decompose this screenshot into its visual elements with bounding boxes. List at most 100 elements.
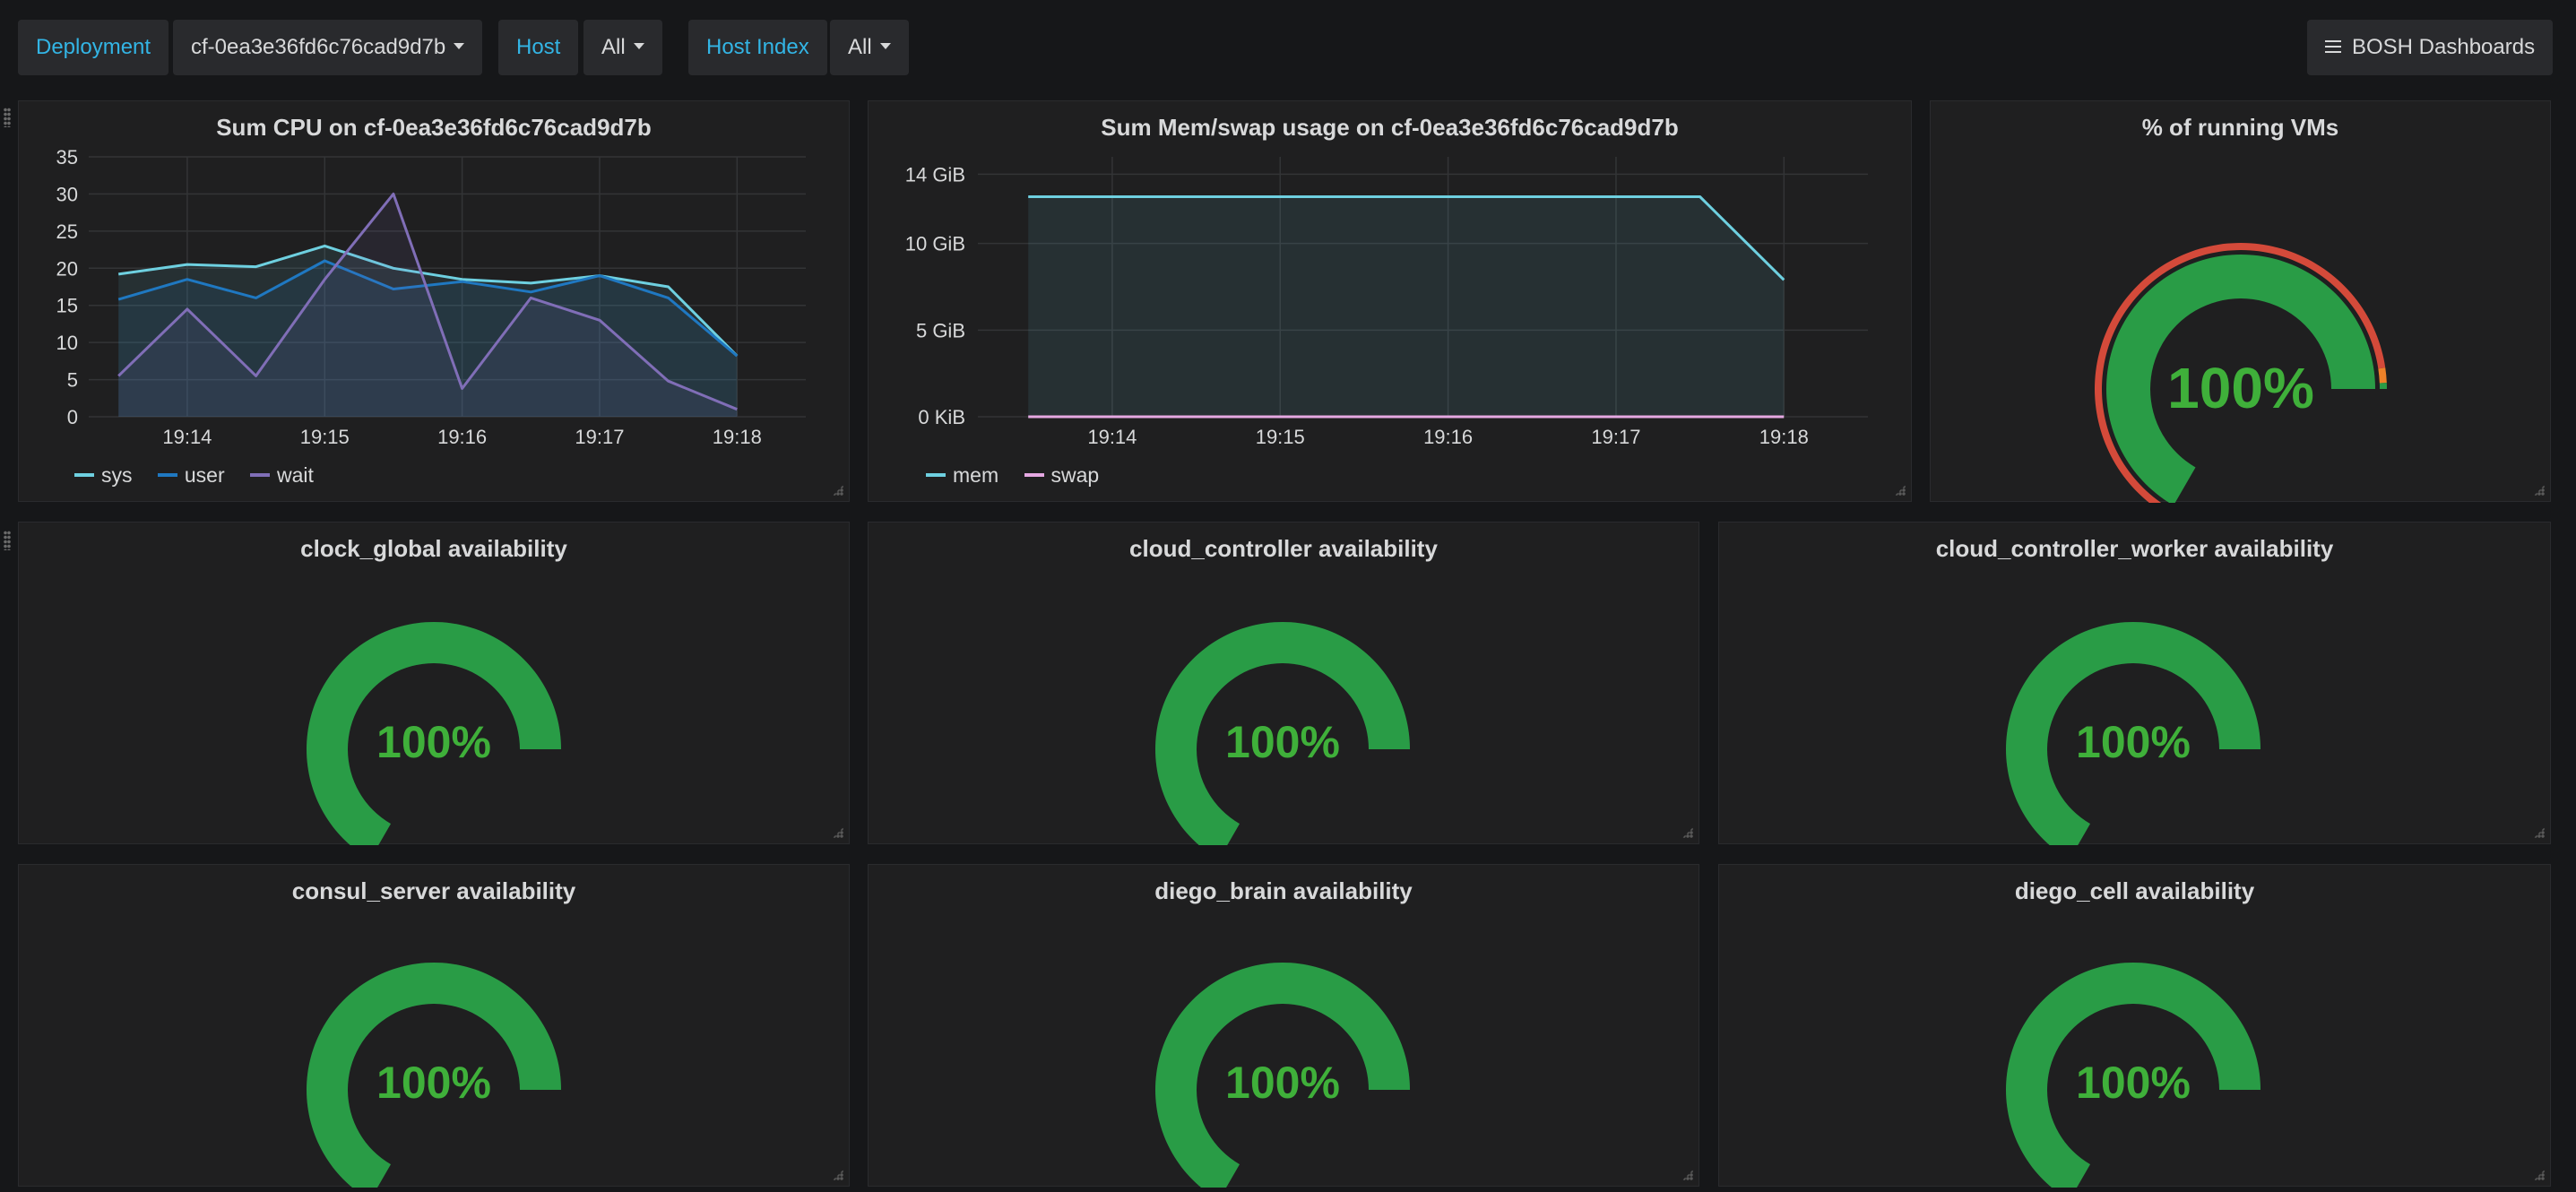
gauge-panel[interactable]: diego_brain availability 100% [868, 864, 1699, 1188]
gauge-panel[interactable]: clock_global availability 100% [18, 522, 850, 845]
panel-title[interactable]: diego_cell availability [2014, 877, 2255, 904]
panel-title[interactable]: Sum CPU on cf-0ea3e36fd6c76cad9d7b [216, 114, 652, 141]
deployment-dropdown[interactable]: cf-0ea3e36fd6c76cad9d7b [173, 20, 483, 75]
y-tick-label: 0 KiB [918, 406, 965, 428]
legend-label: user [184, 463, 225, 487]
gauge-value: 100% [2076, 717, 2191, 767]
x-tick-label: 19:17 [1591, 426, 1640, 448]
gauge-chart: 100% [1155, 963, 1410, 1188]
legend-item-user[interactable]: user [157, 463, 225, 487]
gauge-fill [307, 622, 561, 845]
x-tick-label: 19:16 [437, 426, 487, 448]
y-tick-label: 15 [56, 295, 78, 317]
host-index-dropdown[interactable]: All [830, 20, 909, 75]
gauge-value: 100% [1225, 717, 1340, 767]
mem-legend: mem swap [926, 463, 1119, 488]
legend-swatch-wait [250, 472, 271, 477]
host-label: Host [498, 20, 579, 75]
gauge-fill [2006, 963, 2260, 1188]
cpu-legend: sys user wait [74, 463, 333, 488]
panel-title[interactable]: diego_brain availability [1154, 877, 1413, 904]
x-tick-label: 19:15 [300, 426, 350, 448]
gauge-panel[interactable]: cloud_controller_worker availability 100… [1718, 522, 2551, 845]
gauge-threshold-band [2378, 367, 2387, 384]
x-tick-label: 19:14 [162, 426, 212, 448]
deployment-label: Deployment [18, 20, 169, 75]
y-tick-label: 20 [56, 257, 78, 280]
mem-chart: 0 KiB 5 GiB 10 GiB 14 GiB 19:14 19:15 19:16 19:… [905, 157, 1868, 448]
y-tick-label: 35 [56, 146, 78, 168]
gauge-value: 100% [2167, 356, 2314, 420]
series-line-user[interactable] [117, 259, 739, 358]
legend-label: sys [101, 463, 133, 487]
gauge-chart: 100% [2095, 243, 2387, 503]
y-tick-label: 25 [56, 220, 78, 243]
panel-title[interactable]: consul_server availability [291, 877, 576, 904]
gauge-chart: 100% [307, 622, 561, 845]
gauge-panel[interactable]: % of running VMs 100% [1930, 100, 2551, 503]
gauge-threshold-band [2379, 383, 2387, 389]
series-area-mem [1028, 196, 1785, 417]
menu-icon [2325, 39, 2341, 53]
gauge-chart: 100% [2006, 622, 2260, 845]
gauge-chart: 100% [2006, 963, 2260, 1188]
series-line-wait[interactable] [117, 192, 738, 411]
y-tick-label: 14 GiB [905, 163, 965, 186]
series-line-sys[interactable] [117, 244, 739, 358]
bosh-dashboards-button[interactable]: BOSH Dashboards [2307, 20, 2554, 75]
gauge-fill [2106, 255, 2375, 503]
x-tick-label: 19:17 [575, 426, 624, 448]
y-tick-label: 30 [56, 183, 78, 205]
legend-label: wait [277, 463, 314, 487]
series-area-user [118, 261, 738, 417]
x-tick-label: 19:18 [1759, 426, 1809, 448]
cpu-panel[interactable]: Sum CPU on cf-0ea3e36fd6c76cad9d7b 0 5 10 1… [18, 100, 850, 502]
deployment-value: cf-0ea3e36fd6c76cad9d7b [191, 35, 446, 59]
x-tick-label: 19:14 [1087, 426, 1137, 448]
gauge-value: 100% [2076, 1058, 2191, 1108]
gauge-panel[interactable]: consul_server availability 100% [18, 864, 850, 1188]
panel-title[interactable]: cloud_controller_worker availability [1935, 535, 2334, 562]
host-dropdown[interactable]: All [583, 20, 662, 75]
gauge-chart: 100% [1155, 622, 1410, 845]
caret-down-icon [633, 43, 644, 50]
row-drag-handle[interactable] [4, 108, 11, 127]
panel-title[interactable]: % of running VMs [2141, 114, 2339, 141]
series-line-mem[interactable] [1028, 195, 1785, 281]
mem-panel[interactable]: Sum Mem/swap usage on cf-0ea3e36fd6c76ca… [868, 100, 1912, 502]
gauge-panel[interactable]: cloud_controller availability 100% [868, 522, 1699, 845]
bosh-dashboards-label: BOSH Dashboards [2352, 35, 2536, 59]
caret-down-icon [454, 43, 465, 50]
x-tick-label: 19:18 [713, 426, 762, 448]
gauge-fill [1155, 622, 1410, 845]
gauge-panel[interactable]: diego_cell availability 100% [1718, 864, 2551, 1188]
x-tick-label: 19:15 [1256, 426, 1305, 448]
panel-title[interactable]: clock_global availability [300, 535, 567, 562]
legend-item-swap[interactable]: swap [1024, 463, 1100, 487]
y-tick-label: 5 GiB [916, 319, 965, 341]
series-area-wait [118, 194, 738, 417]
gauge-fill [307, 963, 561, 1188]
panel-title[interactable]: cloud_controller availability [1129, 535, 1438, 562]
row-drag-handle[interactable] [4, 531, 11, 550]
y-tick-label: 10 GiB [905, 233, 965, 255]
x-tick-label: 19:16 [1423, 426, 1473, 448]
legend-item-wait[interactable]: wait [250, 463, 314, 487]
legend-swatch-mem [926, 472, 946, 477]
y-tick-label: 0 [67, 406, 78, 428]
legend-swatch-user [157, 472, 177, 477]
host-index-label: Host Index [688, 20, 827, 75]
gauge-value: 100% [1225, 1058, 1340, 1108]
legend-label: swap [1050, 463, 1100, 487]
legend-item-mem[interactable]: mem [926, 463, 998, 487]
gauge-value: 100% [376, 717, 491, 767]
gauge-chart: 100% [307, 963, 561, 1188]
dashboard-toolbar: Deployment cf-0ea3e36fd6c76cad9d7b Host … [0, 0, 2576, 97]
cpu-chart: 0 5 10 15 20 25 30 35 19:14 19:15 19:16 19:17 19:18 [56, 146, 806, 448]
legend-swatch-swap [1024, 472, 1044, 477]
gauge-fill [2006, 622, 2260, 845]
host-value: All [601, 35, 626, 59]
gauge-value: 100% [376, 1058, 491, 1108]
legend-item-sys[interactable]: sys [74, 463, 133, 487]
panel-title[interactable]: Sum Mem/swap usage on cf-0ea3e36fd6c76ca… [1101, 114, 1679, 141]
